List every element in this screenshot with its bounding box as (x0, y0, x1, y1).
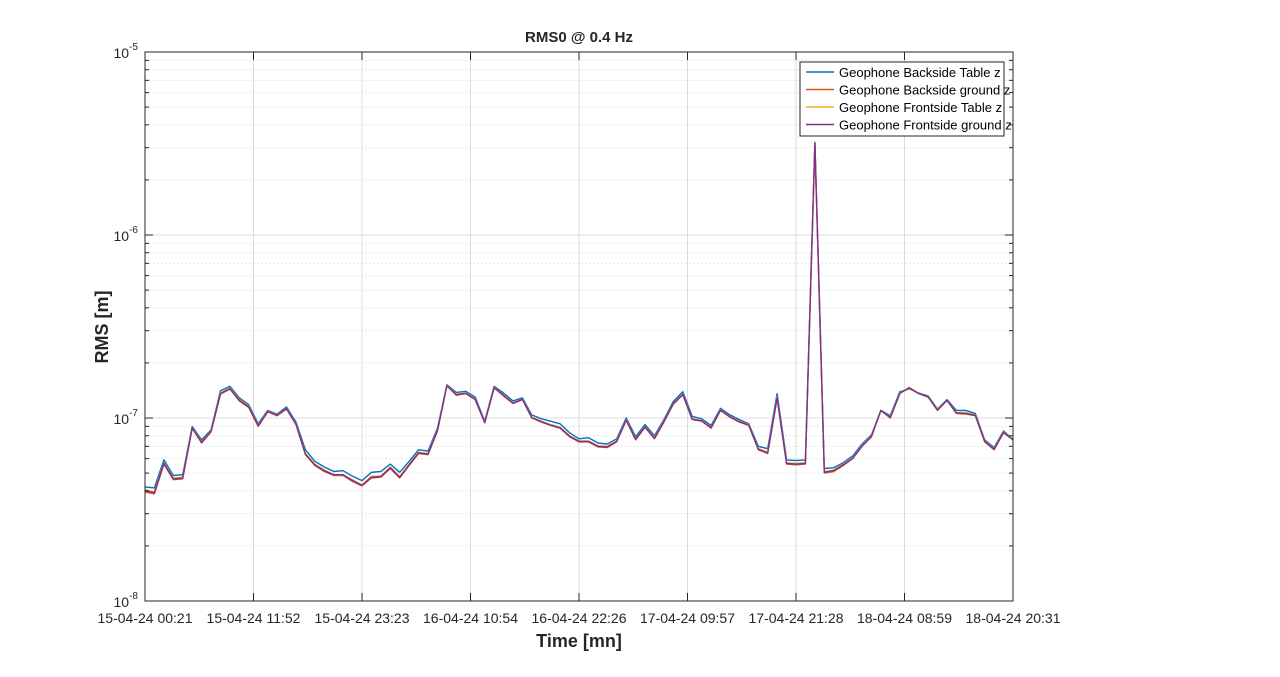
x-tick-label: 18-04-24 20:31 (966, 610, 1061, 626)
y-tick-base: 10 (114, 594, 130, 610)
x-tick-label: 17-04-24 09:57 (640, 610, 735, 626)
x-tick-label: 15-04-24 23:23 (315, 610, 410, 626)
legend-entry-4: Geophone Frontside ground z (839, 118, 1012, 133)
legend-entry-1: Geophone Backside Table z (839, 65, 1001, 80)
y-tick-exponent: -8 (129, 591, 138, 602)
y-tick-base: 10 (114, 45, 130, 61)
chart-title: RMS0 @ 0.4 Hz (525, 29, 633, 46)
series-line-1 (144, 141, 1014, 489)
y-tick-exponent: -6 (129, 225, 138, 236)
x-axis-label: Time [mn] (536, 631, 622, 651)
legend-entry-3: Geophone Frontside Table z (839, 100, 1002, 115)
y-tick-label: 10-6 (114, 225, 139, 244)
y-tick-label: 10-8 (114, 591, 139, 610)
y-tick-label: 10-7 (114, 408, 139, 427)
y-tick-base: 10 (114, 411, 130, 427)
x-tick-label: 18-04-24 08:59 (857, 610, 952, 626)
x-tick-label: 15-04-24 11:52 (207, 610, 301, 626)
legend: Geophone Backside Table z Geophone Backsi… (799, 61, 1012, 137)
x-tick-label: 15-04-24 00:21 (98, 610, 193, 626)
x-tick-label: 17-04-24 21:28 (749, 610, 844, 626)
x-tick-labels: 15-04-24 00:21 15-04-24 11:52 15-04-24 23:… (98, 610, 1061, 626)
y-tick-exponent: -5 (129, 42, 138, 53)
y-tick-exponent: -7 (129, 408, 138, 419)
series-lines (144, 141, 1014, 495)
x-tick-label: 16-04-24 10:54 (423, 610, 518, 626)
axes (144, 51, 1014, 602)
y-tick-base: 10 (114, 228, 130, 244)
y-axis-label: RMS [m] (92, 291, 112, 364)
legend-box (799, 61, 1005, 137)
y-tick-label: 10-5 (114, 42, 139, 61)
legend-entry-2: Geophone Backside ground z (839, 83, 1010, 98)
y-tick-labels: 10-810-710-610-5 (114, 42, 139, 610)
x-tick-label: 16-04-24 22:26 (532, 610, 627, 626)
series-line-4 (144, 141, 1014, 494)
